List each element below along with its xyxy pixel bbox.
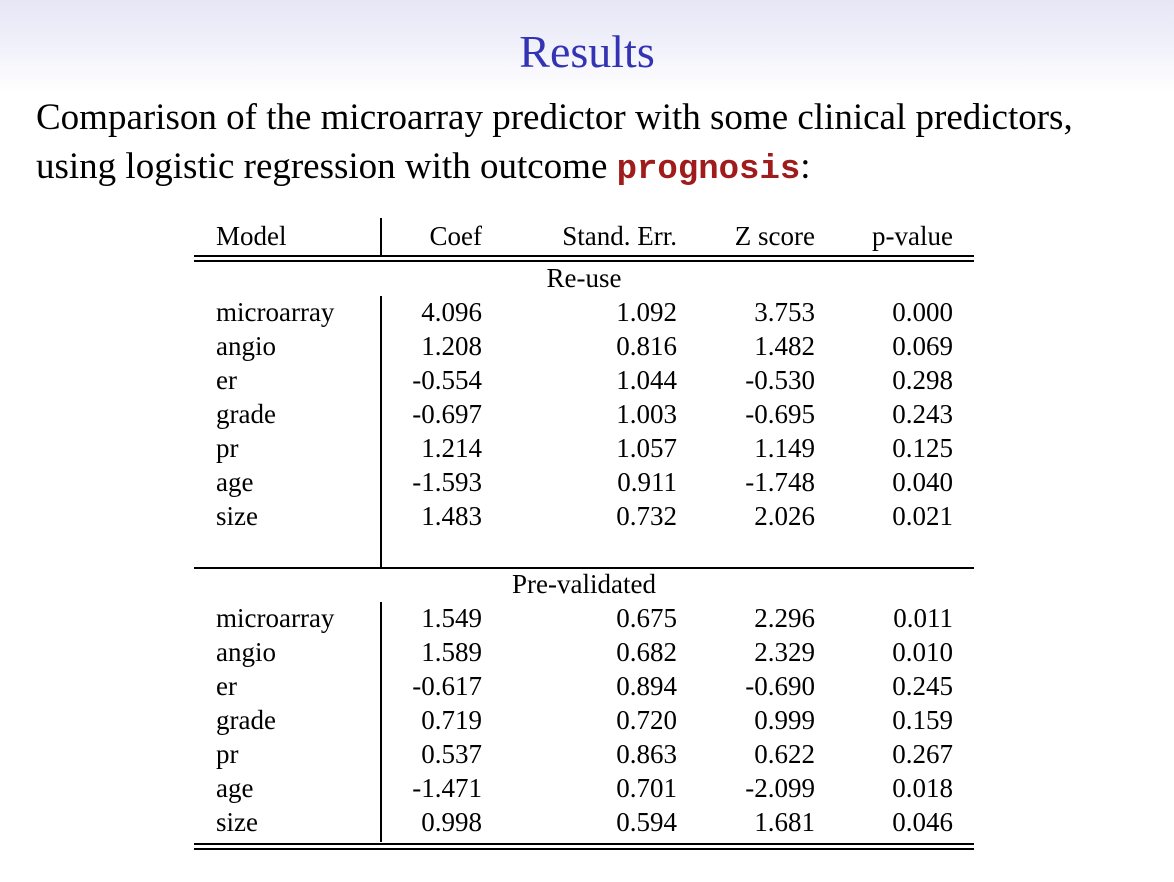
table-cell-z-score: 3.753 — [754, 297, 815, 327]
table-cell-coef: 0.998 — [421, 807, 482, 837]
table-cell-model: grade — [216, 705, 276, 735]
table-cell-std-err: 0.701 — [616, 773, 677, 803]
section-label: Re-use — [546, 263, 622, 293]
table-cell-z-score: 2.329 — [754, 637, 815, 667]
table-cell-z-score: 2.296 — [754, 603, 815, 633]
table-cell-model: pr — [216, 433, 239, 463]
table-cell-std-err: 1.003 — [616, 399, 677, 429]
table-cell-model: angio — [216, 637, 276, 667]
table-cell-coef: 1.208 — [421, 331, 482, 361]
table-cell-model: microarray — [216, 603, 335, 633]
section-column-rule — [380, 602, 382, 842]
table-cell-z-score: 1.681 — [754, 807, 815, 837]
table-cell-p-value: 0.010 — [892, 637, 953, 667]
table-cell-z-score: -0.530 — [745, 365, 815, 395]
table-cell-std-err: 1.092 — [616, 297, 677, 327]
table-cell-std-err: 1.057 — [616, 433, 677, 463]
intro-text: Comparison of the microarray predictor w… — [36, 97, 1073, 187]
table-cell-std-err: 0.732 — [616, 501, 677, 531]
intro-suffix: : — [800, 146, 811, 187]
table-cell-p-value: 0.243 — [892, 399, 953, 429]
table-cell-p-value: 0.298 — [892, 365, 953, 395]
table-cell-coef: 0.719 — [421, 705, 482, 735]
table-cell-std-err: 0.720 — [616, 705, 677, 735]
table-cell-std-err: 0.816 — [616, 331, 677, 361]
table-cell-model: er — [216, 671, 237, 701]
column-header-coef: Coef — [429, 221, 482, 251]
table-cell-model: grade — [216, 399, 276, 429]
table-cell-coef: 1.549 — [421, 603, 482, 633]
table-cell-z-score: 0.999 — [754, 705, 815, 735]
table-cell-z-score: -1.748 — [745, 467, 815, 497]
section-label: Pre-validated — [512, 569, 656, 599]
table-cell-p-value: 0.018 — [892, 773, 953, 803]
table-cell-coef: -0.697 — [412, 399, 482, 429]
header-rule-bottom — [194, 260, 974, 262]
table-cell-model: angio — [216, 331, 276, 361]
column-header-std-err: Stand. Err. — [562, 221, 677, 251]
table-cell-z-score: -0.695 — [745, 399, 815, 429]
table-cell-std-err: 0.682 — [616, 637, 677, 667]
table-cell-model: er — [216, 365, 237, 395]
header-rule-top — [194, 255, 974, 257]
table-cell-coef: -1.471 — [412, 773, 482, 803]
intro-paragraph: Comparison of the microarray predictor w… — [36, 93, 1146, 195]
table-cell-z-score: 1.149 — [754, 433, 815, 463]
column-header-p-value: p-value — [872, 221, 953, 251]
table-cell-model: microarray — [216, 297, 335, 327]
table-cell-z-score: 2.026 — [754, 501, 815, 531]
table-cell-p-value: 0.245 — [892, 671, 953, 701]
table-cell-p-value: 0.267 — [892, 739, 953, 769]
slide-title: Results — [519, 26, 655, 77]
section-bottom-rule — [194, 843, 974, 845]
table-cell-model: size — [216, 807, 258, 837]
section-bottom-rule — [194, 567, 974, 569]
column-header-model: Model — [216, 221, 287, 251]
header-column-rule — [380, 218, 382, 256]
table-cell-p-value: 0.159 — [892, 705, 953, 735]
table-cell-std-err: 0.863 — [616, 739, 677, 769]
column-header-z-score: Z score — [734, 221, 815, 251]
table-cell-z-score: -0.690 — [745, 671, 815, 701]
table-cell-coef: 4.096 — [421, 297, 482, 327]
table-cell-model: pr — [216, 739, 239, 769]
table-cell-z-score: 0.622 — [754, 739, 815, 769]
table-cell-p-value: 0.069 — [892, 331, 953, 361]
table-cell-p-value: 0.040 — [892, 467, 953, 497]
table-cell-model: age — [216, 467, 254, 497]
table-cell-coef: 1.589 — [421, 637, 482, 667]
table-cell-z-score: 1.482 — [754, 331, 815, 361]
table-cell-z-score: -2.099 — [745, 773, 815, 803]
table-cell-std-err: 0.894 — [616, 671, 677, 701]
table-cell-std-err: 1.044 — [616, 365, 677, 395]
table-cell-coef: 1.214 — [421, 433, 482, 463]
table-cell-coef: -1.593 — [412, 467, 482, 497]
section-bottom-rule — [194, 848, 974, 850]
table-cell-p-value: 0.125 — [892, 433, 953, 463]
table-cell-model: age — [216, 773, 254, 803]
table-cell-std-err: 0.911 — [617, 467, 677, 497]
header-band — [0, 0, 1174, 92]
table-cell-p-value: 0.021 — [892, 501, 953, 531]
table-cell-coef: 1.483 — [421, 501, 482, 531]
table-cell-p-value: 0.011 — [893, 603, 953, 633]
intro-keyword: prognosis — [616, 151, 801, 189]
table-cell-std-err: 0.675 — [616, 603, 677, 633]
table-cell-p-value: 0.000 — [892, 297, 953, 327]
table-cell-coef: -0.554 — [412, 365, 482, 395]
section-column-rule — [380, 296, 382, 568]
table-cell-p-value: 0.046 — [892, 807, 953, 837]
table-cell-coef: -0.617 — [412, 671, 482, 701]
table-cell-coef: 0.537 — [421, 739, 482, 769]
table-cell-std-err: 0.594 — [616, 807, 677, 837]
table-cell-model: size — [216, 501, 258, 531]
